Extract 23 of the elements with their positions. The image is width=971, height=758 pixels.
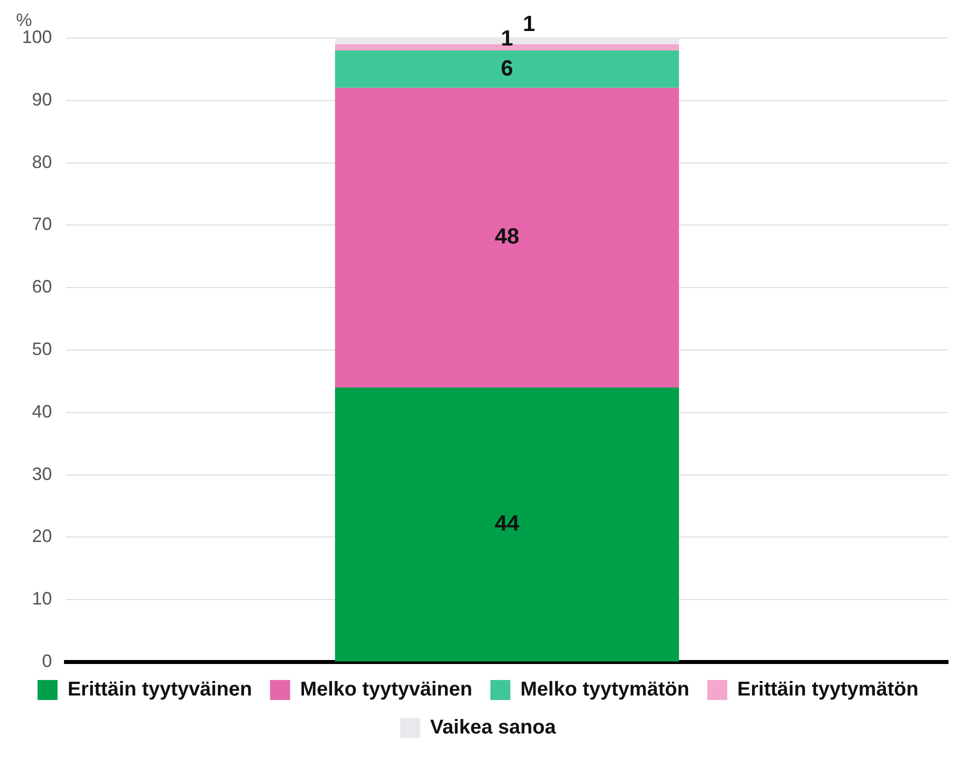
data-label: 44 [494, 510, 520, 536]
bar [335, 44, 679, 50]
data-label: 1 [522, 11, 536, 36]
y-tick-label: 20 [32, 526, 52, 546]
bar [335, 88, 679, 388]
legend-label: Erittäin tyytymätön [737, 678, 918, 701]
y-tick-label: 80 [32, 152, 52, 172]
data-label: 48 [494, 224, 520, 249]
legend-label: Vaikea sanoa [430, 716, 557, 739]
y-tick-label: 60 [32, 276, 52, 297]
y-tick-label: 70 [32, 214, 52, 234]
y-tick-label: 10 [32, 588, 52, 609]
y-tick-label: 30 [32, 464, 52, 484]
y-tick-label: 0 [42, 650, 52, 671]
data-label: 1 [500, 25, 514, 50]
legend-label: Erittäin tyytyväinen [68, 678, 252, 701]
y-tick-label: 40 [32, 401, 52, 422]
y-tick-label: 50 [32, 338, 52, 359]
data-label: 6 [500, 55, 514, 80]
legend-label: Melko tyytymätön [520, 678, 690, 701]
bar [335, 50, 679, 88]
legend-label: Melko tyytyväinen [300, 678, 472, 701]
y-tick-label: 90 [32, 89, 52, 110]
